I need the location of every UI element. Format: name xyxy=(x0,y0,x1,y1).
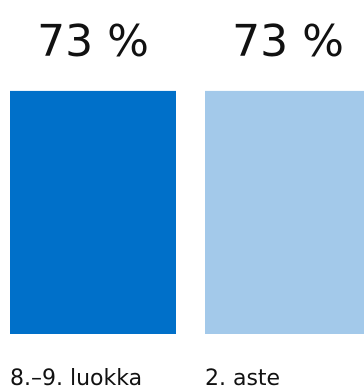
value-label-2: 73 % xyxy=(232,16,344,67)
category-label-1: 8.–9. luokka xyxy=(10,366,142,388)
bar-2 xyxy=(205,90,364,334)
category-label-2: 2. aste xyxy=(205,366,280,388)
bar-1 xyxy=(10,90,176,334)
value-label-1: 73 % xyxy=(37,16,149,67)
